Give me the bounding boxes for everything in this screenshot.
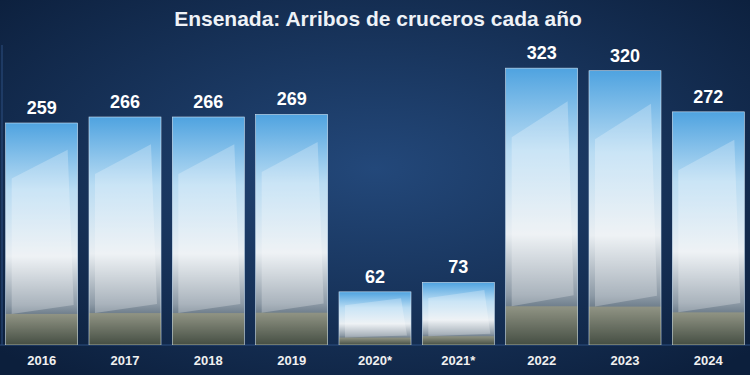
- bar: [422, 282, 494, 345]
- ship-shape: [428, 290, 490, 336]
- ship-shape: [512, 101, 574, 306]
- ship-shape: [95, 144, 157, 313]
- ship-shape: [678, 140, 740, 313]
- bar: [172, 117, 244, 345]
- ship-shape: [345, 298, 407, 337]
- data-label: 266: [110, 92, 140, 112]
- category-label: 2023: [611, 353, 640, 368]
- data-label: 320: [610, 46, 640, 66]
- water-reflection: [506, 306, 578, 345]
- category-label: 2020*: [358, 353, 393, 368]
- water-reflection: [256, 313, 328, 345]
- bar: [339, 292, 411, 345]
- water-reflection: [6, 314, 78, 345]
- category-label: 2022: [527, 353, 556, 368]
- chart-container: Ensenada: Arribos de cruceros cada año 25…: [0, 0, 750, 375]
- ship-shape: [595, 104, 657, 307]
- ship-shape: [262, 142, 324, 313]
- category-label: 2016: [27, 353, 56, 368]
- bar: [89, 117, 161, 345]
- category-label: 2024: [694, 353, 724, 368]
- ship-shape: [12, 150, 74, 314]
- category-label: 2017: [111, 353, 140, 368]
- water-reflection: [589, 307, 661, 345]
- plot-area: [6, 68, 745, 345]
- chart-svg: Ensenada: Arribos de cruceros cada año 25…: [0, 0, 750, 375]
- water-reflection: [422, 336, 494, 345]
- water-reflection: [672, 312, 744, 345]
- bar: [6, 123, 78, 345]
- y-axis-line: [2, 45, 3, 345]
- data-label: 62: [365, 267, 385, 287]
- title: Ensenada: Arribos de cruceros cada año: [174, 7, 582, 30]
- category-label: 2019: [277, 353, 306, 368]
- water-reflection: [89, 313, 161, 345]
- water-reflection: [339, 338, 411, 345]
- category-label: 2021*: [441, 353, 476, 368]
- bar: [672, 112, 744, 345]
- labels: 259 2016 266 2017 266 2018 269 2019 62 2020* 73 202…: [27, 43, 724, 368]
- data-label: 259: [27, 98, 57, 118]
- data-label: 73: [448, 257, 468, 277]
- bar: [256, 114, 328, 345]
- bar: [589, 71, 661, 345]
- ship-shape: [178, 144, 240, 313]
- category-label: 2018: [194, 353, 223, 368]
- data-label: 269: [277, 89, 307, 109]
- data-label: 266: [193, 92, 223, 112]
- water-reflection: [172, 313, 244, 345]
- background: [0, 0, 750, 375]
- data-label: 323: [527, 43, 557, 63]
- bar: [506, 68, 578, 345]
- page: {"chart_data": {"type": "bar", "title": …: [0, 0, 750, 375]
- data-label: 272: [693, 87, 723, 107]
